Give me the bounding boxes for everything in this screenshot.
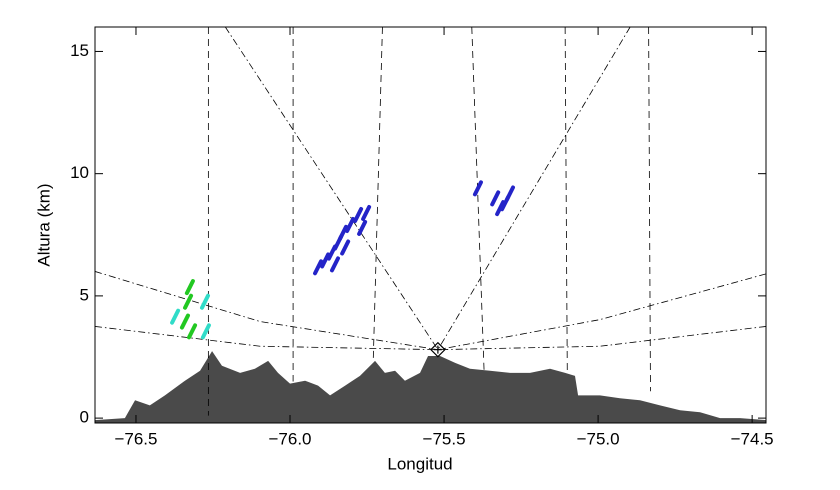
reference-line: [224, 26, 439, 350]
x-tick-label: −75.0: [577, 429, 620, 448]
x-tick-label: −76.5: [114, 429, 157, 448]
echo: [340, 239, 351, 256]
echo: [504, 185, 515, 202]
echo: [345, 217, 356, 233]
x-axis-title: Longitud: [387, 454, 452, 473]
echo: [329, 256, 340, 273]
radar-marker: [430, 341, 446, 358]
reference-line: [564, 26, 568, 373]
echo: [320, 252, 331, 269]
reference-line: [437, 326, 767, 351]
echo: [472, 180, 483, 197]
echo: [490, 190, 501, 207]
y-tick-label: 0: [80, 408, 89, 427]
y-tick-label: 5: [80, 285, 89, 304]
echo: [495, 200, 506, 217]
y-tick-label: 15: [70, 41, 89, 60]
reference-line: [648, 26, 651, 392]
reference-line: [471, 26, 485, 372]
x-tick-label: −76.0: [269, 429, 312, 448]
reference-line: [94, 271, 438, 351]
echo: [183, 293, 194, 310]
echo: [357, 219, 368, 236]
echo: [200, 323, 211, 340]
x-tick-label: −74.5: [731, 429, 774, 448]
echo: [313, 259, 324, 276]
x-tick-label: −75.5: [423, 429, 466, 448]
echo: [199, 293, 210, 310]
reference-line: [372, 26, 383, 362]
plot-frame: [94, 26, 767, 424]
echo: [361, 205, 372, 222]
echo: [187, 323, 198, 340]
echo: [170, 308, 181, 325]
y-tick-label: 10: [70, 163, 89, 182]
echo: [184, 279, 195, 296]
echo: [338, 224, 349, 241]
terrain-area: [95, 351, 766, 423]
y-axis-title: Altura (km): [34, 183, 53, 266]
reference-line: [94, 326, 438, 351]
reference-line: [437, 26, 631, 350]
reference-line: [437, 273, 767, 351]
echo: [179, 313, 190, 330]
echo: [353, 206, 364, 223]
